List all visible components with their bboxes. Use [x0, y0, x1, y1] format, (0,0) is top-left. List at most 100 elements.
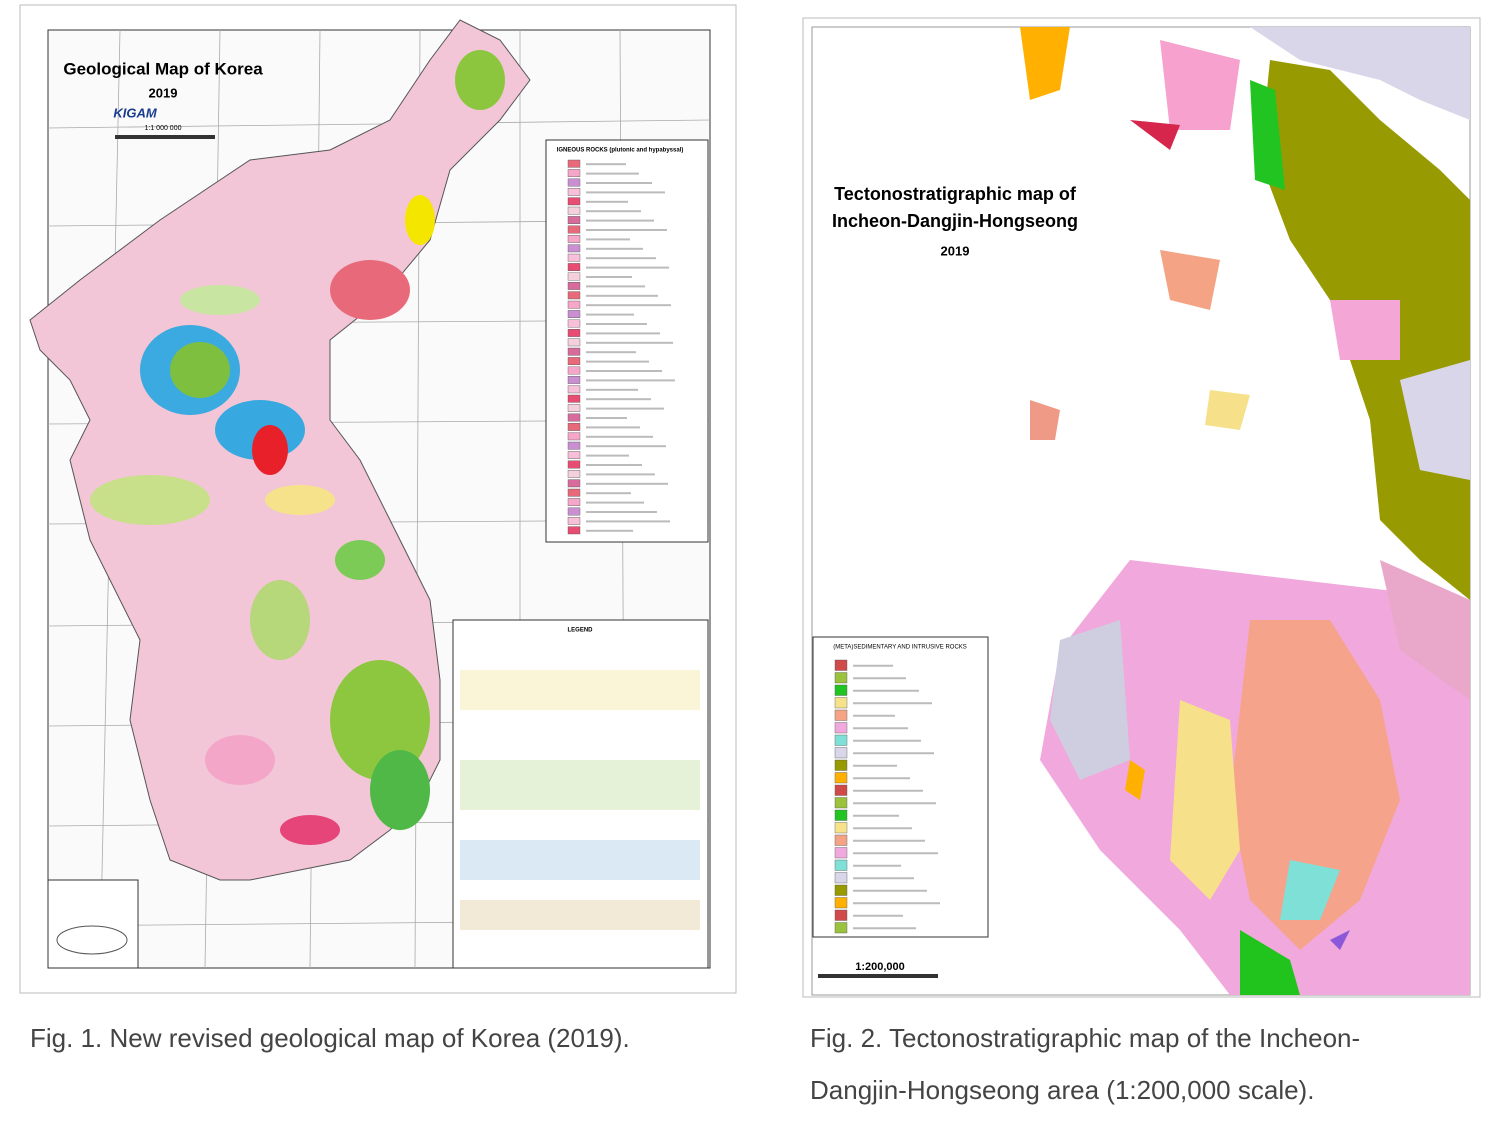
map-shape	[170, 342, 230, 398]
map-shape	[567, 244, 581, 253]
map-shape	[1400, 360, 1470, 480]
map-shape	[586, 257, 656, 260]
map-shape	[586, 473, 655, 476]
map-shape	[586, 379, 675, 382]
map-shape	[567, 187, 581, 196]
map-shape	[853, 902, 940, 905]
map-shape	[853, 789, 923, 792]
map-shape	[834, 897, 848, 909]
map-shape	[586, 304, 671, 307]
map-shape	[586, 210, 641, 213]
map-shape	[853, 727, 908, 730]
map-shape	[567, 413, 581, 422]
map-shape	[586, 332, 660, 335]
map-shape	[567, 197, 581, 206]
map-shape	[586, 182, 652, 184]
map-shape	[115, 135, 215, 139]
map-shape	[834, 922, 848, 934]
map-shape	[586, 520, 670, 523]
map-shape	[853, 689, 919, 692]
map-shape	[1125, 760, 1145, 800]
map-shape	[567, 178, 581, 187]
map-shape	[834, 772, 848, 784]
map-shape	[834, 784, 848, 796]
grid-line	[47, 119, 711, 129]
map-shape	[586, 247, 643, 250]
map-shape	[834, 834, 848, 846]
map-shape	[1280, 860, 1340, 920]
map-shape	[1020, 27, 1070, 100]
map-shape	[1160, 40, 1240, 130]
map-shape	[567, 441, 581, 450]
group	[567, 159, 675, 535]
map-shape	[567, 282, 581, 290]
map-shape	[586, 276, 632, 278]
map-shape	[567, 460, 581, 469]
map-shape	[47, 879, 139, 969]
map-shape	[567, 347, 581, 356]
map-shape	[567, 253, 581, 262]
map-shape	[586, 229, 667, 231]
map-shape	[1380, 560, 1470, 700]
map-shape	[586, 426, 640, 429]
map-shape	[586, 482, 668, 485]
map-shape	[586, 529, 633, 532]
map-shape	[567, 526, 581, 535]
map-shape	[853, 877, 914, 880]
map-shape	[1230, 620, 1400, 950]
map-shape	[586, 191, 665, 194]
map-shape	[586, 435, 653, 438]
map-shape	[586, 285, 645, 288]
map-shape	[1050, 620, 1130, 780]
map-shape	[1240, 930, 1300, 995]
map-shape	[567, 376, 581, 384]
map-shape	[1250, 27, 1470, 120]
map-shape	[567, 366, 581, 375]
map-shape	[834, 809, 848, 821]
map-shape	[205, 735, 275, 785]
map-shape	[834, 884, 848, 896]
map-shape	[586, 370, 662, 372]
map-shape	[586, 398, 651, 401]
figure-1: Geological Map of Korea 2019 KIGAM 1:1 0…	[19, 4, 737, 1053]
map-shape	[853, 889, 927, 892]
map-shape	[834, 672, 848, 684]
map-shape	[586, 454, 629, 457]
map-shape	[586, 200, 628, 203]
map-shape	[460, 900, 700, 930]
map-year: 2019	[941, 243, 970, 258]
map-shape	[853, 914, 903, 917]
map-shape	[567, 357, 581, 365]
map-shape	[853, 814, 899, 817]
map-title: Incheon-Dangjin-Hongseong	[832, 211, 1078, 231]
map-shape	[265, 485, 335, 515]
map-shape	[567, 470, 581, 478]
map-shape	[853, 739, 921, 742]
map-shape	[586, 511, 657, 513]
map-shape	[586, 351, 636, 354]
map-shape	[567, 216, 581, 224]
caption: Fig. 2. Tectonostratigraphic map of the …	[810, 1023, 1360, 1053]
map-shape	[586, 407, 664, 410]
map-shape	[853, 664, 893, 667]
map-shape	[586, 492, 631, 495]
map-shape	[834, 859, 848, 871]
map-shape	[853, 764, 897, 767]
map-scale: 1:200,000	[855, 961, 905, 973]
map-shape	[567, 159, 581, 168]
map-shape	[567, 300, 581, 309]
map-shape	[1330, 300, 1400, 360]
map-shape	[586, 238, 630, 241]
map-shape	[586, 360, 649, 363]
map-shape	[1130, 120, 1180, 150]
map-shape	[853, 864, 901, 867]
map-shape	[330, 660, 430, 780]
map-shape	[180, 285, 260, 315]
caption: Dangjin-Hongseong area (1:200,000 scale)…	[810, 1075, 1314, 1105]
map-shape	[834, 822, 848, 834]
map-shape	[834, 797, 848, 809]
map-shape	[586, 464, 642, 466]
map-shape	[834, 659, 848, 671]
map-shape	[567, 479, 581, 488]
